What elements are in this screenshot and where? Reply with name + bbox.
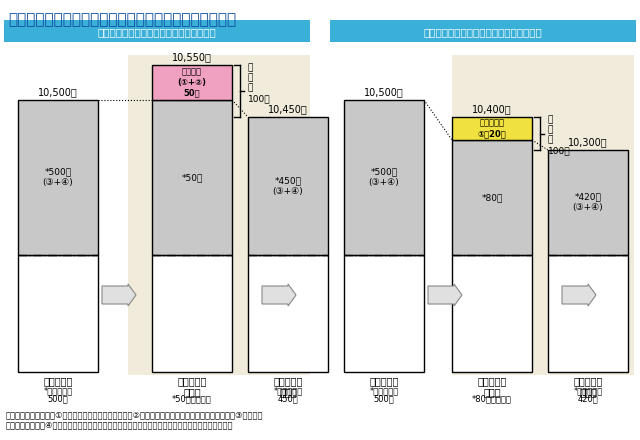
Bar [152, 65, 232, 100]
Text: 分
配
金
100円: 分 配 金 100円 [248, 63, 271, 103]
Text: （注）分配対象額は、①経費控除後の配当等収益および②経費控除後の評価益を含む売買益ならびに③分配準備: （注）分配対象額は、①経費控除後の配当等収益および②経費控除後の評価益を含む売買… [6, 410, 264, 419]
Bar [548, 150, 628, 255]
Text: *50円を取崩し: *50円を取崩し [172, 394, 212, 403]
Text: 10,550円: 10,550円 [172, 52, 212, 62]
Text: 期中収益
(①+②)
50円: 期中収益 (①+②) 50円 [177, 68, 207, 97]
Text: 当期決算日
分配後: 当期決算日 分配後 [573, 376, 603, 398]
Bar [152, 255, 232, 372]
Text: *450円
(③+④): *450円 (③+④) [273, 176, 303, 196]
Text: 500円: 500円 [47, 394, 68, 403]
Bar [344, 100, 424, 255]
Bar [128, 55, 310, 375]
Bar [152, 100, 232, 255]
Text: 前期決算日: 前期決算日 [369, 376, 399, 386]
Text: 〈計算期間中に発生した収益を超えて支払われる場合〉: 〈計算期間中に発生した収益を超えて支払われる場合〉 [8, 12, 236, 27]
Bar [452, 117, 532, 140]
Text: 10,450円: 10,450円 [268, 104, 308, 114]
Text: 前期決算日: 前期決算日 [44, 376, 73, 386]
Text: 当期決算日
分配後: 当期決算日 分配後 [273, 376, 303, 398]
Bar [248, 255, 328, 372]
Text: 分
配
金
100円: 分 配 金 100円 [548, 115, 571, 155]
FancyArrow shape [428, 284, 462, 306]
Text: 450円: 450円 [278, 394, 298, 403]
Bar [248, 117, 328, 255]
Bar [452, 255, 532, 372]
Text: *500円
(③+④): *500円 (③+④) [43, 168, 74, 187]
FancyArrow shape [562, 284, 596, 306]
Text: *分配対象額: *分配対象額 [573, 386, 603, 395]
Bar [18, 255, 98, 372]
Text: 10,300円: 10,300円 [568, 137, 608, 147]
Text: 10,500円: 10,500円 [364, 87, 404, 97]
Text: 500円: 500円 [374, 394, 394, 403]
FancyArrow shape [102, 284, 136, 306]
Text: 配当等収益
①　20円: 配当等収益 ① 20円 [477, 119, 506, 138]
Text: *80円: *80円 [481, 193, 502, 202]
Text: *分配対象額: *分配対象額 [44, 386, 72, 395]
Text: *420円
(③+④): *420円 (③+④) [573, 193, 604, 212]
Bar [344, 255, 424, 372]
Bar [18, 100, 98, 255]
Text: *分配対象額: *分配対象額 [273, 386, 303, 395]
FancyArrow shape [262, 284, 296, 306]
Text: （前期決算から基準価額が上昇した場合）: （前期決算から基準価額が上昇した場合） [98, 27, 216, 37]
Text: *50円: *50円 [181, 173, 203, 182]
Text: 10,400円: 10,400円 [472, 104, 512, 114]
Bar [452, 55, 634, 375]
Text: （前期決算から基準価額が下落した場合）: （前期決算から基準価額が下落した場合） [424, 27, 542, 37]
Text: *80円を取崩し: *80円を取崩し [472, 394, 512, 403]
Text: 10,500円: 10,500円 [38, 87, 78, 97]
Text: 420円: 420円 [578, 394, 598, 403]
Bar [330, 20, 636, 42]
Bar [452, 140, 532, 255]
Bar [4, 20, 310, 42]
Text: 当期決算日
分配前: 当期決算日 分配前 [477, 376, 507, 398]
Text: *分配対象額: *分配対象額 [369, 386, 399, 395]
Text: 当期決算日
分配前: 当期決算日 分配前 [177, 376, 207, 398]
Text: 積立金および④収益調整金です。分配金は、分配方針に基づき、分配対象額から支払われます。: 積立金および④収益調整金です。分配金は、分配方針に基づき、分配対象額から支払われ… [6, 420, 234, 429]
Bar [548, 255, 628, 372]
Text: *500円
(③+④): *500円 (③+④) [369, 168, 399, 187]
